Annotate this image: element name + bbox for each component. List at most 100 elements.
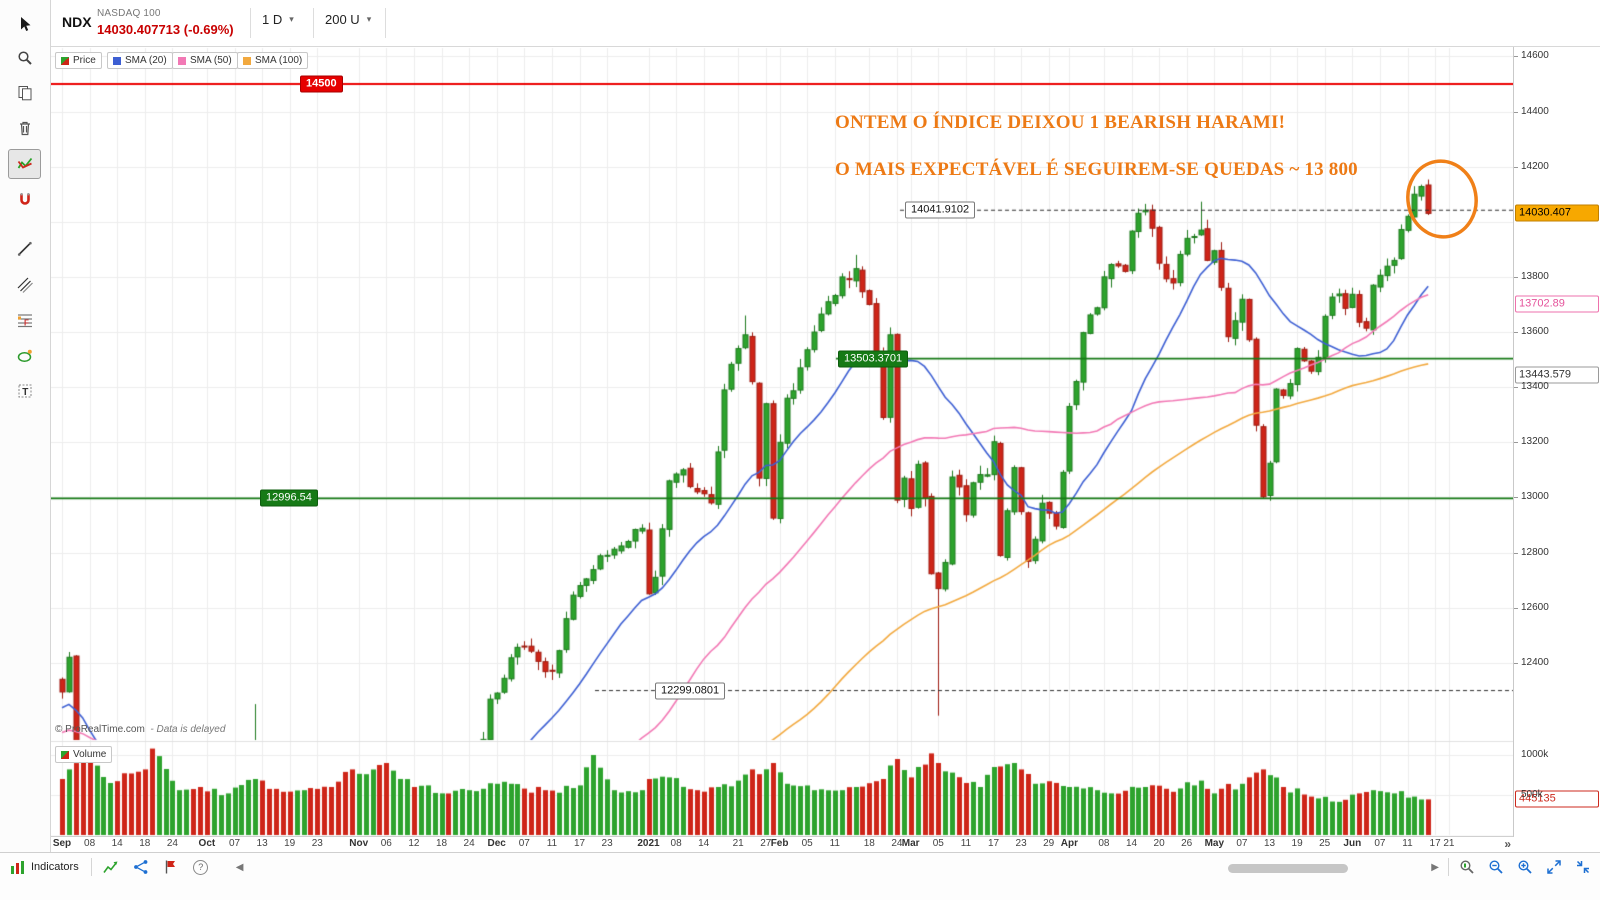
svg-text:F: F [24,319,29,328]
scroll-left-button[interactable]: ◀ [235,861,244,873]
zoom-tool-button[interactable] [8,43,41,73]
zoom-units-dropdown[interactable]: 200 U ▾ [325,12,371,27]
zoom-preset-button[interactable] [1456,857,1478,877]
chart-options-button[interactable] [100,857,122,877]
instrument-name: NASDAQ 100 [97,8,161,19]
time-label-month: Feb [770,838,789,849]
swing-low-line-tag[interactable]: 12299.0801 [655,682,726,700]
trendline-icon [17,241,32,256]
time-label-month: 2021 [637,838,660,849]
ellipse-shape-icon [17,349,32,362]
fit-screen-icon [1576,860,1590,874]
support-low-line-tag[interactable]: 12996.54 [260,489,318,507]
time-label-day: 05 [932,838,944,849]
shapes-tool-button[interactable] [8,341,41,371]
svg-text:T: T [22,387,28,398]
copy-icon [18,86,31,101]
timeframe-dropdown[interactable]: 1 D ▾ [262,12,294,27]
time-axis[interactable]: » Sep 08 14 18 24 Oct 07 13 19 23 Nov 06 12 18 24 Dec 07… [50,837,1513,852]
time-label-day: 17 [987,838,1000,849]
share-button[interactable] [130,857,152,877]
price-tick-label: 14200 [1521,160,1549,172]
legend-sma100[interactable]: SMA (100) [237,52,309,69]
zoom-out-icon [1489,860,1503,874]
annotation-text-2[interactable]: O MAIS EXPECTÁVEL É SEGUIREM-SE QUEDAS ~… [835,159,1358,180]
price-tick-mark [1514,553,1518,554]
parallel-lines-tool-button[interactable] [8,270,41,300]
annotation-text-1[interactable]: ONTEM O ÍNDICE DEIXOU 1 BEARISH HARAMI! [835,112,1286,133]
last-price: 14030.407713 [97,22,181,37]
time-label-day: 20 [1153,838,1165,849]
chart-header: NDX NASDAQ 100 14030.407713 (-0.69%) 1 D… [50,0,1600,47]
expand-button[interactable] [1543,857,1565,877]
time-label-day: 11 [1402,838,1413,849]
header-separator [385,8,386,38]
duplicate-tool-button[interactable] [8,78,41,108]
zoom-out-button[interactable] [1485,857,1507,877]
alerts-button[interactable] [160,857,182,877]
time-label-month: Oct [198,838,216,849]
help-button[interactable]: ? [190,857,212,877]
magnifier-icon [17,51,32,65]
support-mid-line-tag[interactable]: 13503.3701 [838,350,909,368]
jump-to-end-icon[interactable]: » [1504,837,1511,851]
legend-sma50[interactable]: SMA (50) [172,52,238,69]
price-tick-mark [1514,663,1518,664]
price-tick-mark [1514,56,1518,57]
delete-tool-button[interactable] [8,113,41,143]
chart-area: Price SMA (20) SMA (50) SMA (100) Volume… [50,46,1513,837]
price-tick-mark [1514,387,1518,388]
zoom-in-icon [1518,860,1532,874]
time-label-day: 23 [311,838,323,849]
legend-price[interactable]: Price [55,52,102,69]
price-axis[interactable]: 14030.407 13702.89 13443.579 445135 1460… [1513,46,1600,837]
line-tool-button[interactable] [8,234,41,264]
alert-flag-icon [165,860,175,874]
time-label-day: 26 [1181,838,1193,849]
price-tick-label: 13600 [1521,326,1549,338]
time-label-day: 24 [891,838,903,849]
indicators-button[interactable]: Indicators [6,858,83,877]
scrollbar-thumb[interactable] [1228,864,1348,873]
sma50-axis-tag: 13702.89 [1515,295,1599,313]
fit-screen-button[interactable] [1572,857,1594,877]
cursor-tool-button[interactable] [8,9,41,39]
price-chart-canvas[interactable] [50,46,1513,837]
time-label-day: 24 [463,838,475,849]
trash-icon [19,121,30,136]
price-tick-label: 13200 [1521,436,1549,448]
scroll-right-button[interactable]: ▶ [1431,861,1439,873]
time-label-day: 07 [228,838,241,849]
time-label-day: 07 [518,838,530,849]
resistance-line-tag[interactable]: 14500 [300,75,343,93]
time-label-day: 12 [408,838,420,849]
watermark-note: - Data is delayed [150,724,226,735]
last-price-axis-tag: 14030.407 [1515,204,1599,222]
circle-annotation[interactable] [1403,157,1481,241]
price-tick-mark [1514,112,1518,113]
share-icon [133,860,148,874]
time-label-day: 29 [1043,838,1055,849]
time-label-month: Sep [52,838,72,849]
time-label-day: 18 [863,838,875,849]
sma100-axis-tag: 13443.579 [1515,366,1599,384]
legend-sma20[interactable]: SMA (20) [107,52,173,69]
price-change: (-0.69%) [183,22,234,37]
time-label-day: 18 [139,838,151,849]
analysis-tool-button[interactable] [8,149,41,179]
fibonacci-tool-button[interactable]: F [8,305,41,335]
price-tick-mark [1514,497,1518,498]
swing-high-line-tag[interactable]: 14041.9102 [905,201,976,219]
help-icon: ? [193,859,209,875]
magnet-tool-button[interactable] [8,185,41,215]
time-label-day: 08 [1098,838,1110,849]
last-price-and-change: 14030.407713 (-0.69%) [97,22,234,37]
zoom-in-button[interactable] [1514,857,1536,877]
time-label-day: 25 [1319,838,1331,849]
price-tick-mark [1514,167,1518,168]
indicators-label: Indicators [31,861,79,873]
legend-volume[interactable]: Volume [55,746,113,763]
time-label-month: Apr [1060,838,1079,849]
text-tool-button[interactable]: T [8,376,41,406]
